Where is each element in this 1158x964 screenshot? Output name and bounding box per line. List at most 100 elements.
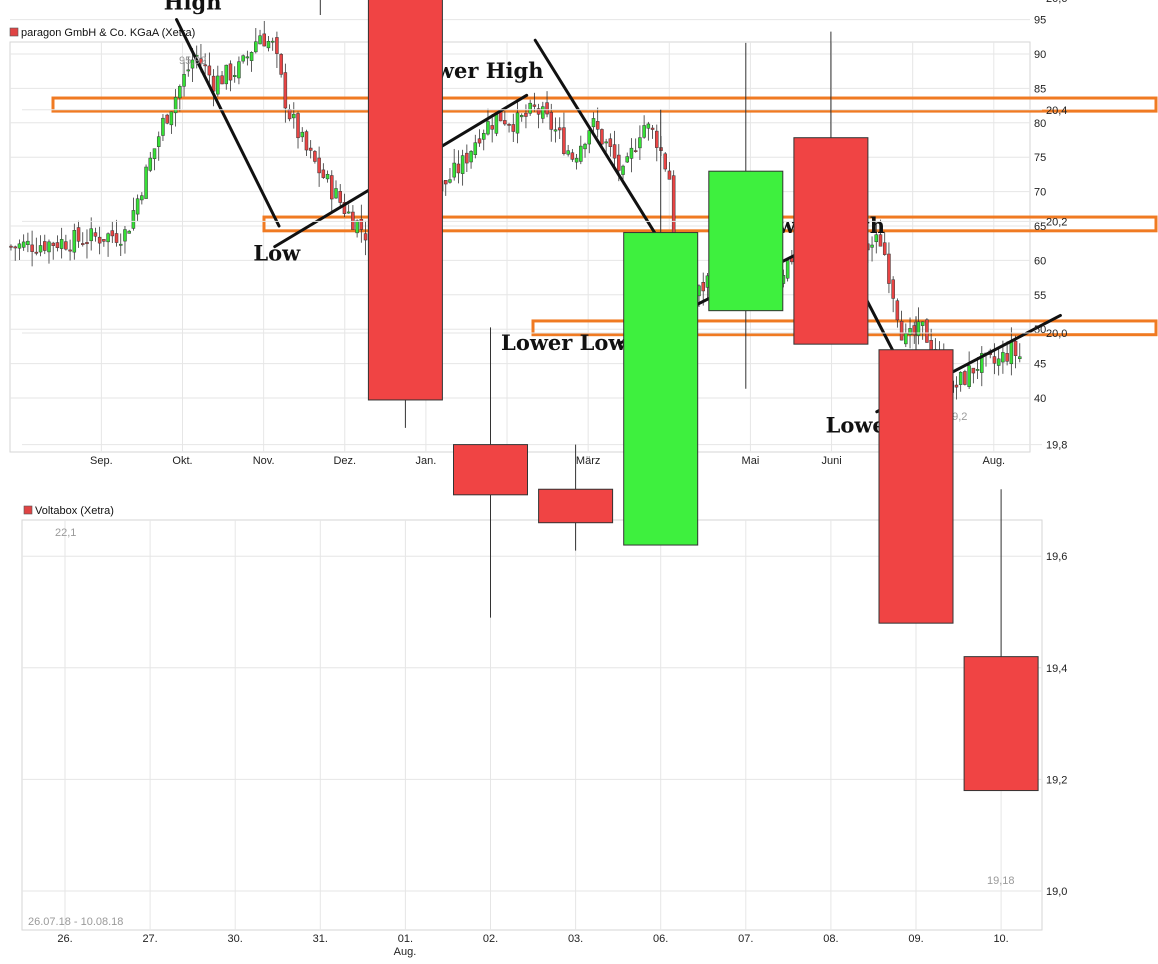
- paragon-candle-body: [600, 129, 604, 145]
- paragon-candle-body: [220, 75, 224, 85]
- paragon-candle-body: [287, 108, 292, 120]
- voltabox-y-tick-label: 20,0: [1046, 328, 1067, 340]
- voltabox-x-tick-label: 31.: [313, 933, 328, 945]
- paragon-candle-body: [140, 195, 144, 201]
- paragon-candle-body: [617, 154, 621, 171]
- paragon-candle-body: [456, 163, 461, 174]
- paragon-x-tick-label: Mai: [742, 455, 760, 467]
- voltabox-y-tick-label: 20,2: [1046, 216, 1067, 228]
- paragon-candle-body: [165, 114, 169, 124]
- paragon-candle-body: [169, 111, 174, 126]
- paragon-candle-body: [102, 239, 106, 242]
- voltabox-y-tick-label: 19,6: [1046, 551, 1067, 563]
- paragon-candle-body: [608, 138, 613, 147]
- paragon-candle-body: [895, 300, 900, 321]
- paragon-candle-body: [980, 353, 984, 373]
- voltabox-candle-body: [453, 444, 528, 496]
- voltabox-candles: [319, 0, 1039, 792]
- paragon-candle-body: [870, 244, 874, 248]
- voltabox-y-tick-label: 19,0: [1046, 886, 1067, 898]
- voltabox-candle-body: [623, 232, 699, 546]
- paragon-candle-body: [338, 191, 342, 203]
- paragon-candle-body: [64, 241, 68, 250]
- paragon-candle-body: [148, 157, 153, 171]
- paragon-candle-body: [629, 147, 634, 159]
- paragon-candle-body: [1018, 356, 1022, 359]
- paragon-candle-body: [519, 115, 524, 118]
- paragon-candle-body: [587, 130, 592, 145]
- voltabox-x-tick-label: 01.: [398, 933, 413, 945]
- paragon-candle-body: [97, 236, 102, 244]
- paragon-candle-body: [325, 174, 330, 180]
- paragon-y-tick-label: 85: [1034, 83, 1046, 95]
- paragon-candle-body: [321, 169, 326, 178]
- paragon-candle-body: [1001, 352, 1005, 363]
- paragon-candle-body: [511, 124, 516, 132]
- paragon-candle-body: [228, 63, 233, 81]
- paragon-candle-body: [591, 118, 596, 128]
- paragon-candle-body: [178, 86, 182, 99]
- paragon-candle-body: [469, 151, 473, 163]
- paragon-x-tick-label: Sep.: [90, 455, 113, 467]
- paragon-candle-body: [532, 104, 537, 107]
- voltabox-x-tick-label: 02.: [483, 933, 498, 945]
- paragon-candle-body: [785, 260, 790, 279]
- paragon-candle-body: [118, 243, 123, 246]
- paragon-candle-body: [346, 211, 351, 214]
- paragon-candle-body: [562, 127, 566, 155]
- voltabox-y-tick-label: 19,4: [1046, 663, 1067, 675]
- paragon-candle-body: [912, 325, 917, 336]
- paragon-candle-body: [557, 127, 562, 131]
- voltabox-x-tick-label: 06.: [653, 933, 668, 945]
- paragon-candle-body: [207, 65, 212, 76]
- paragon-candle-body: [545, 102, 549, 115]
- pattern-annotation: Lower Low: [501, 330, 627, 355]
- paragon-candle-body: [254, 41, 258, 53]
- voltabox-chart: 22,222,021,821,621,421,221,020,820,620,4…: [21, 0, 1067, 958]
- paragon-candle-body: [971, 367, 976, 374]
- paragon-y-tick-label: 80: [1034, 118, 1046, 130]
- paragon-candle-body: [30, 244, 34, 252]
- paragon-plot-frame: [9, 41, 1031, 453]
- voltabox-x-tick-label: 10.: [993, 933, 1008, 945]
- paragon-candle-body: [26, 240, 30, 245]
- voltabox-x-tick-labels: 26. 27. 30. 31. 01. 02. 03. 06. 07. 08. 09. 10.: [57, 933, 1008, 945]
- paragon-candle-body: [296, 113, 300, 139]
- paragon-candle-body: [359, 218, 364, 230]
- paragon-candle-body: [621, 165, 625, 175]
- paragon-candle-body: [460, 155, 465, 174]
- paragon-candle-body: [701, 282, 705, 292]
- paragon-candle-body: [904, 333, 908, 345]
- voltabox-max-label: 22,1: [55, 527, 76, 539]
- paragon-candle-body: [638, 137, 642, 149]
- paragon-candle-body: [494, 114, 499, 134]
- pattern-annotation: High: [164, 0, 222, 14]
- paragon-candle-body: [313, 151, 317, 162]
- paragon-chart: 404550556065707580859095100 Sep.Okt.Nov.…: [9, 0, 1158, 467]
- paragon-candle-body: [452, 162, 456, 178]
- paragon-candle-body: [232, 75, 237, 77]
- voltabox-y-tick-label: 20,6: [1046, 0, 1067, 5]
- voltabox-candle-body: [878, 349, 954, 624]
- paragon-candle-body: [612, 144, 617, 159]
- paragon-candle-body: [448, 179, 452, 183]
- voltabox-candle-body: [367, 0, 443, 401]
- paragon-candle-body: [473, 142, 478, 155]
- paragon-legend-swatch: [9, 27, 19, 37]
- paragon-candle-body: [292, 113, 296, 119]
- voltabox-x-tick-label: 03.: [568, 933, 583, 945]
- paragon-candle-body: [486, 121, 490, 135]
- paragon-x-tick-label: Okt.: [172, 455, 192, 467]
- paragon-candle-body: [249, 52, 254, 61]
- paragon-candle-body: [908, 328, 912, 335]
- voltabox-candle-body: [538, 488, 614, 524]
- paragon-candle-body: [967, 365, 971, 387]
- paragon-candle-body: [874, 234, 879, 243]
- paragon-candle-body: [283, 72, 288, 109]
- paragon-candle-body: [975, 369, 980, 371]
- paragon-candle-body: [887, 253, 891, 284]
- voltabox-x-tick-label: 09.: [908, 933, 923, 945]
- paragon-candle-body: [579, 145, 583, 162]
- voltabox-y-tick-label: 19,8: [1046, 440, 1067, 452]
- paragon-candle-body: [477, 138, 482, 144]
